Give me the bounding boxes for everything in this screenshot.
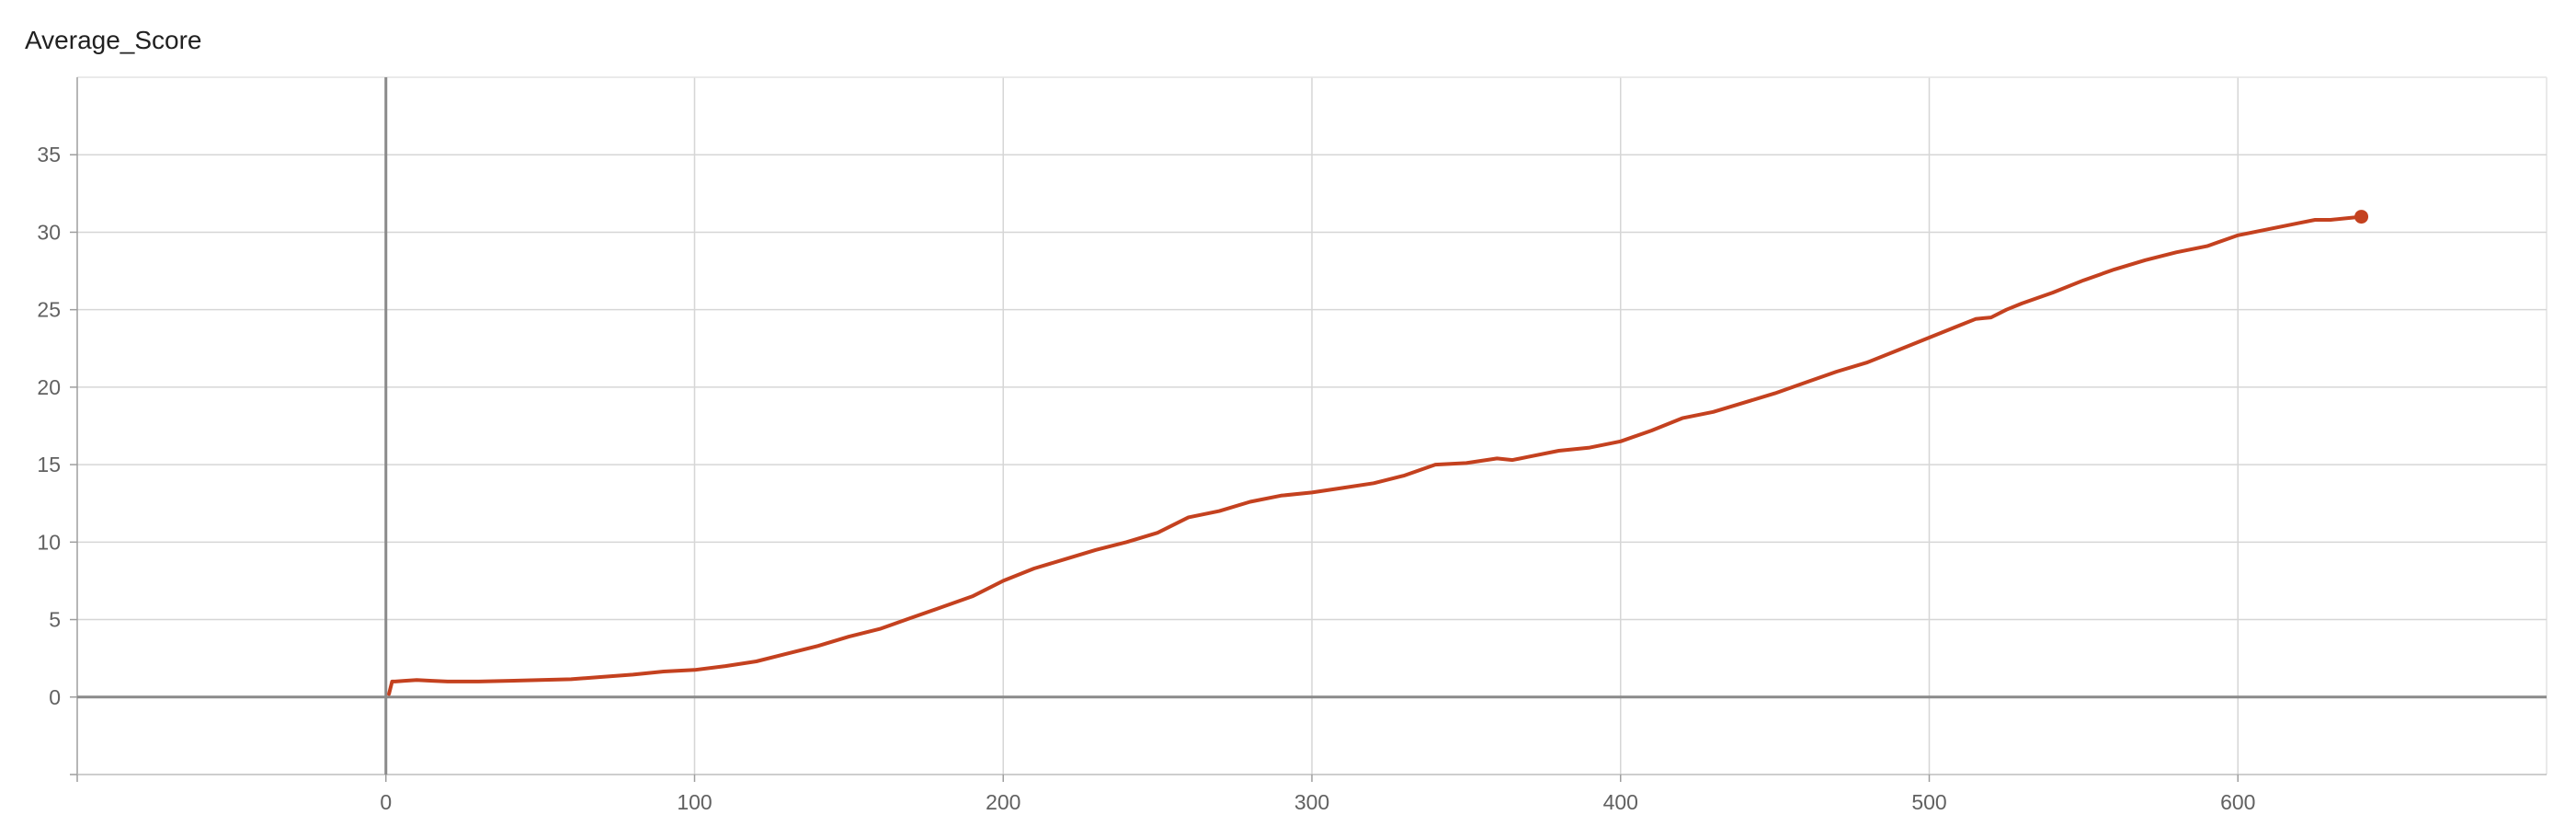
x-tick-label: 0 <box>380 790 392 814</box>
x-tick-label: 300 <box>1294 790 1329 814</box>
x-tick-label: 100 <box>677 790 712 814</box>
y-tick-label: 15 <box>37 453 61 476</box>
y-tick-label: 30 <box>37 220 61 244</box>
horizontal-gridlines <box>77 154 2547 621</box>
series-layer[interactable] <box>387 210 2369 696</box>
y-tick-label: 5 <box>49 608 61 632</box>
x-tick-label: 600 <box>2220 790 2255 814</box>
vertical-gridlines <box>77 76 2548 775</box>
x-tick-label: 500 <box>1911 790 1946 814</box>
y-tick-labels: 0 5 10 15 20 25 30 35 <box>37 143 77 775</box>
x-tick-label: 200 <box>986 790 1020 814</box>
y-tick-label: 25 <box>37 298 61 322</box>
y-tick-label: 0 <box>49 685 61 709</box>
y-tick-label: 10 <box>37 530 61 554</box>
series-line[interactable] <box>387 214 2364 696</box>
y-tick-label: 35 <box>37 143 61 166</box>
y-tick-label: 20 <box>37 375 61 399</box>
chart-title: Average_Score <box>25 26 202 54</box>
series-end-point[interactable] <box>2354 210 2369 224</box>
x-tick-label: 400 <box>1603 790 1638 814</box>
x-tick-labels: 0 100 200 300 400 500 600 <box>76 775 2255 814</box>
